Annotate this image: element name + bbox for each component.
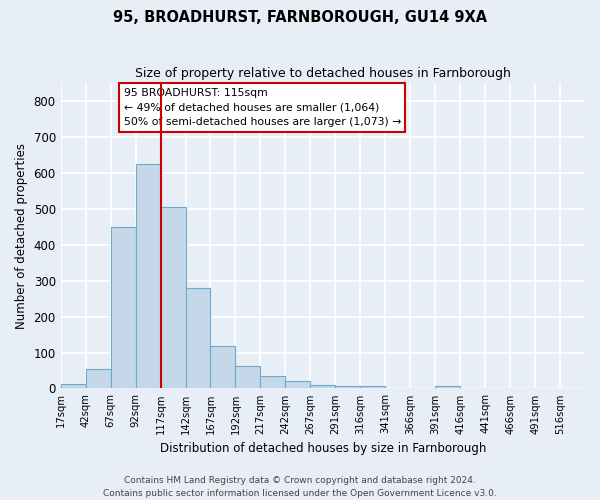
Bar: [235, 366, 260, 388]
Bar: [335, 386, 360, 388]
Y-axis label: Number of detached properties: Number of detached properties: [15, 142, 28, 328]
Bar: [185, 288, 211, 388]
Bar: [161, 207, 185, 388]
Bar: [360, 386, 385, 388]
Bar: [136, 164, 161, 388]
Text: Contains HM Land Registry data © Crown copyright and database right 2024.
Contai: Contains HM Land Registry data © Crown c…: [103, 476, 497, 498]
Bar: [110, 227, 136, 388]
Bar: [211, 346, 235, 389]
Bar: [260, 376, 286, 388]
Title: Size of property relative to detached houses in Farnborough: Size of property relative to detached ho…: [135, 68, 511, 80]
Bar: [61, 384, 86, 388]
Bar: [286, 381, 310, 388]
Text: 95 BROADHURST: 115sqm
← 49% of detached houses are smaller (1,064)
50% of semi-d: 95 BROADHURST: 115sqm ← 49% of detached …: [124, 88, 401, 127]
Bar: [86, 368, 110, 388]
Bar: [310, 385, 335, 388]
Bar: [435, 386, 460, 388]
Text: 95, BROADHURST, FARNBOROUGH, GU14 9XA: 95, BROADHURST, FARNBOROUGH, GU14 9XA: [113, 10, 487, 25]
X-axis label: Distribution of detached houses by size in Farnborough: Distribution of detached houses by size …: [160, 442, 486, 455]
